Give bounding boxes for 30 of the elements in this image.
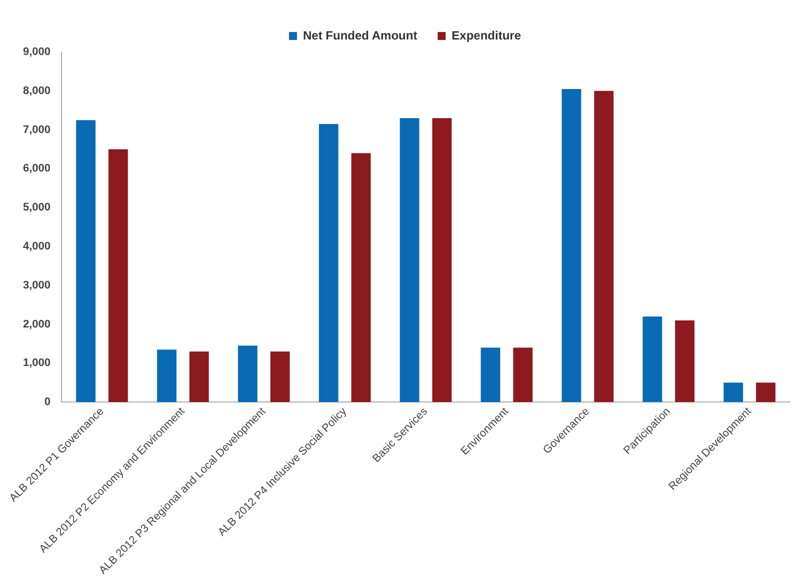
y-tick-label: 4,000 xyxy=(22,240,51,253)
bar xyxy=(318,124,338,402)
bar xyxy=(189,352,209,402)
bar xyxy=(432,118,452,402)
y-tick-label: 6,000 xyxy=(22,162,51,175)
y-tick-label: 0 xyxy=(44,396,51,408)
legend-label: Net Funded Amount xyxy=(303,28,418,42)
y-tick-label: 8,000 xyxy=(22,84,51,97)
bar xyxy=(642,316,662,402)
y-tick-label: 2,000 xyxy=(22,318,51,330)
legend-label: Expenditure xyxy=(452,28,522,42)
bar xyxy=(756,382,776,402)
bar xyxy=(480,348,500,402)
bar xyxy=(76,120,96,402)
bar xyxy=(270,352,290,402)
bar xyxy=(238,346,258,402)
y-tick-label: 7,000 xyxy=(22,124,51,136)
y-tick-label: 1,000 xyxy=(22,357,51,370)
bar xyxy=(157,350,176,402)
bar xyxy=(108,149,128,402)
bar xyxy=(513,348,533,402)
bar xyxy=(400,118,420,402)
bar xyxy=(562,88,582,402)
y-tick-label: 9,000 xyxy=(22,46,51,58)
y-tick-label: 3,000 xyxy=(22,279,51,292)
bar xyxy=(351,153,371,402)
bar xyxy=(594,90,614,402)
y-tick-label: 5,000 xyxy=(22,202,51,214)
bar xyxy=(675,320,694,402)
bar xyxy=(724,382,744,402)
